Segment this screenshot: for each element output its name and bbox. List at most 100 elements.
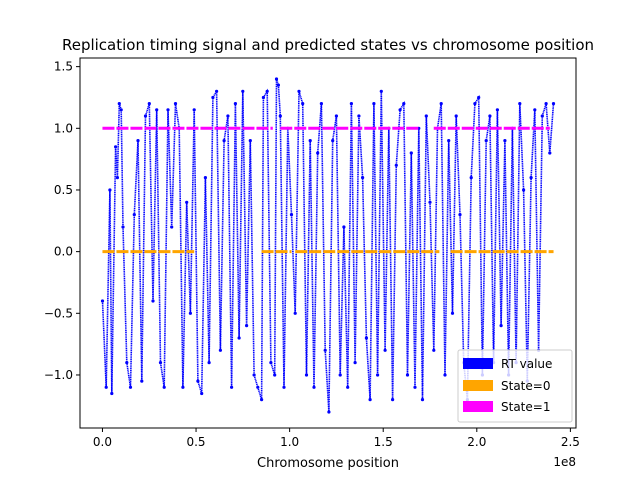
rt-value-point (551, 102, 556, 106)
rt-value-point (361, 176, 365, 180)
x-axis-label: Chromosome position (257, 456, 399, 471)
rt-value-point (192, 108, 196, 112)
rt-value-point (447, 139, 451, 143)
rt-value-point (533, 108, 537, 112)
x-axis-offset-label: 1e8 (553, 455, 576, 469)
x-tick-label: 2.5 (561, 435, 580, 449)
x-axis: 0.0 0.5 1.0 1.5 2.0 2.5 (93, 428, 580, 449)
rt-value-point (368, 398, 372, 402)
rt-value-point (376, 373, 380, 377)
rt-value-point (155, 108, 159, 112)
rt-value-point (173, 102, 178, 106)
rt-value-point (398, 108, 402, 112)
rt-value-point (289, 213, 294, 217)
rt-value-point (230, 385, 234, 389)
rt-value-point (282, 385, 286, 389)
rt-value-point (529, 176, 533, 180)
y-tick-label: 1.5 (54, 60, 73, 74)
rt-value-point (237, 336, 241, 340)
rt-value-point (276, 83, 280, 87)
rt-value-point (158, 361, 163, 365)
rt-value-point (151, 299, 155, 303)
rt-value-point (499, 324, 503, 328)
plot-frame (79, 57, 577, 429)
legend-swatch-state-0 (463, 380, 493, 391)
rt-value-point (136, 139, 140, 143)
rt-value-point (413, 385, 417, 389)
rt-value-point (428, 200, 432, 204)
rt-value-point (342, 225, 346, 229)
rt-value-point (132, 213, 136, 217)
rt-value-point (256, 385, 260, 389)
rt-value-point (119, 108, 123, 112)
rt-value-point (170, 225, 174, 229)
rt-value-point (293, 311, 297, 315)
rt-value-point (226, 114, 230, 118)
rt-value-point (349, 102, 353, 106)
rt-value-point (261, 95, 265, 100)
rt-value-point (241, 89, 245, 93)
rt-value-point (364, 336, 368, 340)
rt-value-point (316, 151, 320, 155)
rt-value-point (495, 108, 499, 112)
rt-value-point (222, 139, 226, 143)
rt-value-point (308, 139, 312, 143)
legend-item-state-0: State=0 (463, 379, 550, 393)
rt-value-point (424, 114, 428, 118)
rt-value-point (357, 114, 361, 118)
x-tick-label: 2.0 (467, 435, 486, 449)
rt-value-point (166, 108, 170, 112)
legend-item-state-1: State=1 (463, 400, 550, 414)
rt-value-point (100, 299, 105, 303)
rt-value-point (331, 139, 335, 143)
legend-item-rt-value: RT value (463, 357, 552, 371)
y-tick-label: 0.5 (54, 183, 73, 197)
y-tick-label: 1.0 (54, 121, 73, 135)
rt-value-point (323, 348, 327, 352)
rt-value-point (544, 102, 548, 106)
rt-value-point (269, 361, 273, 365)
rt-value-point (454, 114, 458, 118)
rt-value-point (215, 89, 219, 93)
rt-value-point (409, 151, 413, 155)
rt-value-point (147, 102, 151, 106)
rt-value-point (233, 102, 237, 106)
legend: RT value State=0 State=1 (457, 349, 573, 423)
y-tick-label: −1.0 (44, 368, 73, 382)
rt-value-point (114, 145, 118, 149)
rt-value-point (312, 385, 316, 389)
rt-value-point (273, 373, 277, 377)
rt-value-point (503, 139, 507, 143)
rt-value-point (297, 89, 301, 93)
rt-value-point (140, 379, 144, 383)
rt-value-point (548, 151, 552, 155)
rt-value-point (432, 348, 436, 352)
rt-value-point (334, 114, 338, 118)
x-tick-label: 1.5 (374, 435, 393, 449)
x-tick-label: 0.0 (93, 435, 112, 449)
rt-value-point (125, 361, 129, 365)
legend-label-state-0: State=0 (501, 379, 550, 393)
rt-value-point (218, 348, 222, 352)
rt-value-point (304, 373, 309, 377)
plot-area (79, 57, 577, 429)
rt-value-point (265, 89, 269, 93)
x-tick-label: 1.0 (280, 435, 299, 449)
rt-value-point (196, 379, 200, 383)
rt-value-point (402, 102, 406, 106)
rt-value-point (319, 102, 323, 106)
rt-value-point (458, 213, 462, 217)
rt-value-point (260, 398, 264, 402)
y-tick-label: 0.0 (54, 245, 73, 259)
rt-value-point (372, 102, 376, 106)
rt-value-point (115, 176, 119, 180)
legend-label-state-1: State=1 (501, 400, 550, 414)
rt-value-point (394, 163, 398, 167)
rt-value-point (518, 102, 522, 106)
rt-value-point (540, 114, 544, 118)
rt-value-point (383, 348, 387, 352)
rt-value-point (488, 114, 492, 118)
x-tick-label: 0.5 (186, 435, 205, 449)
rt-value-point (278, 114, 282, 118)
